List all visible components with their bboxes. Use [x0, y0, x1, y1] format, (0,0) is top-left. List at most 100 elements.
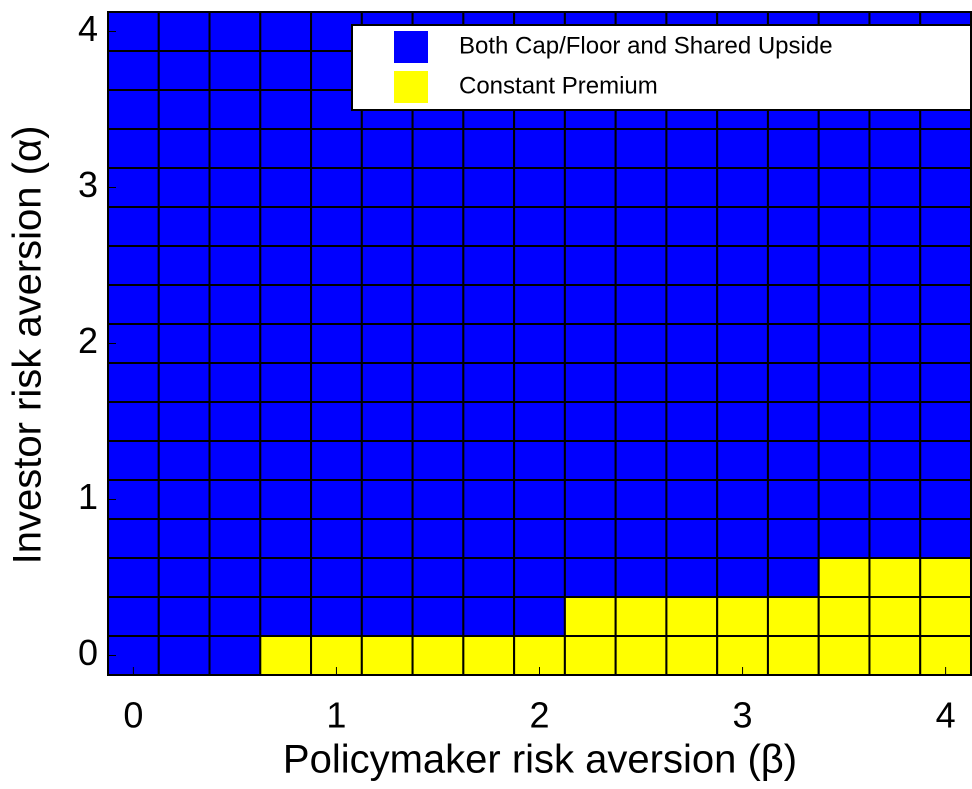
cell [817, 440, 871, 481]
cell [766, 323, 820, 364]
legend-swatch [394, 71, 428, 103]
cell [310, 128, 363, 169]
cell [665, 635, 719, 676]
cell [462, 401, 516, 442]
cell [766, 596, 820, 637]
cell [157, 206, 211, 247]
cell [513, 518, 566, 559]
cell [716, 245, 769, 286]
cell [614, 635, 668, 676]
cell [259, 440, 313, 481]
cell [462, 128, 516, 169]
cell [868, 167, 922, 208]
cell [665, 440, 719, 481]
cell [614, 323, 668, 364]
y-tick-label: 1 [78, 476, 98, 517]
cell [157, 245, 211, 286]
cell [411, 635, 465, 676]
cell [919, 518, 972, 559]
cell [360, 206, 414, 247]
cell [513, 245, 566, 286]
cell [360, 479, 414, 520]
cell [563, 167, 617, 208]
cell [208, 518, 262, 559]
cell [208, 440, 262, 481]
cell [868, 479, 922, 520]
cell [513, 596, 566, 637]
cell [208, 596, 262, 637]
cell [157, 401, 211, 442]
cell [766, 518, 820, 559]
cell [411, 557, 465, 598]
cell [665, 128, 719, 169]
cell [259, 50, 313, 91]
cell [208, 89, 262, 130]
cell [817, 362, 871, 403]
cell [868, 596, 922, 637]
cell [817, 557, 871, 598]
cell [157, 284, 211, 325]
cell [462, 245, 516, 286]
cell [107, 518, 160, 559]
cell [563, 557, 617, 598]
cell [766, 401, 820, 442]
cell [766, 245, 820, 286]
cell [462, 557, 516, 598]
cell [208, 635, 262, 676]
cell [614, 401, 668, 442]
cell [208, 323, 262, 364]
cell [563, 440, 617, 481]
cell [360, 245, 414, 286]
cell [716, 557, 769, 598]
cell [107, 89, 160, 130]
cell [716, 401, 769, 442]
cell [208, 206, 262, 247]
cell [411, 167, 465, 208]
cell [157, 362, 211, 403]
cell [462, 323, 516, 364]
cell [208, 362, 262, 403]
cell [665, 284, 719, 325]
cell [513, 167, 566, 208]
y-tick-label: 3 [78, 164, 98, 205]
cell [310, 518, 363, 559]
cell [259, 206, 313, 247]
cell [563, 479, 617, 520]
cell [360, 362, 414, 403]
cell [868, 635, 922, 676]
cell [563, 206, 617, 247]
cell [107, 245, 160, 286]
cell [919, 440, 972, 481]
cell [513, 128, 566, 169]
cell [259, 323, 313, 364]
cell [665, 167, 719, 208]
cell [360, 167, 414, 208]
cell [766, 479, 820, 520]
cell [259, 635, 313, 676]
y-tick-label: 4 [78, 8, 98, 49]
cell [919, 479, 972, 520]
legend-swatch [394, 31, 428, 63]
cell [411, 479, 465, 520]
cell [766, 557, 820, 598]
cell [868, 518, 922, 559]
cell [766, 167, 820, 208]
cell [411, 128, 465, 169]
cell [208, 50, 262, 91]
cell [817, 128, 871, 169]
cell [360, 401, 414, 442]
cell [716, 284, 769, 325]
cell [107, 401, 160, 442]
cell [919, 323, 972, 364]
cell [868, 206, 922, 247]
cell [766, 635, 820, 676]
cell [919, 206, 972, 247]
cell [411, 362, 465, 403]
cell [563, 518, 617, 559]
cell [411, 206, 465, 247]
cell [868, 284, 922, 325]
cell [868, 323, 922, 364]
x-tick-label: 0 [123, 695, 143, 736]
cell [157, 440, 211, 481]
